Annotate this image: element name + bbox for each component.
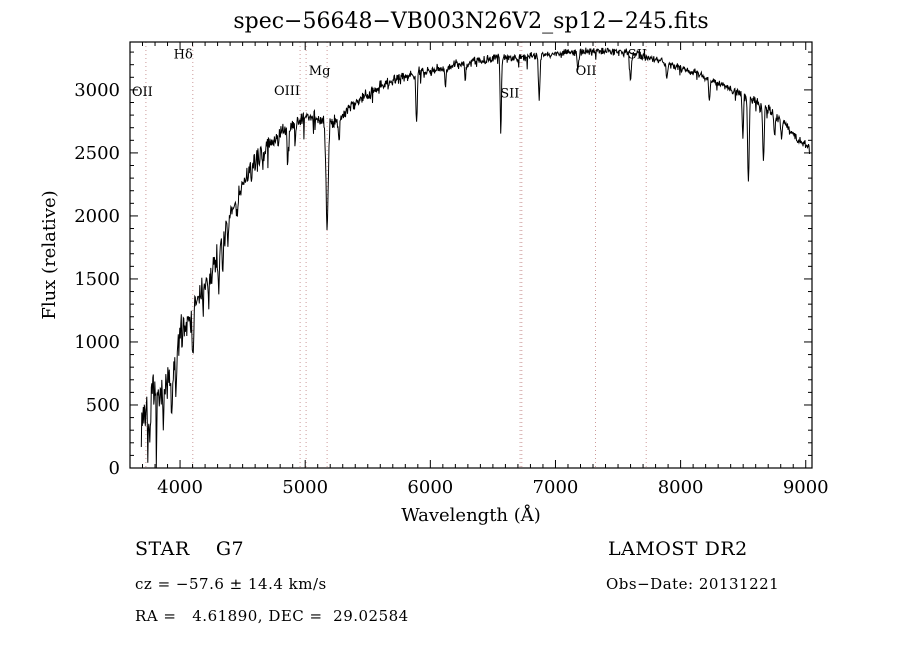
x-tick-label: 7000 [533,477,579,498]
y-axis-label: Flux (relative) [39,190,60,319]
spectral-line-label: SII [500,87,519,102]
x-tick-label: 5000 [282,477,328,498]
y-tick-label: 500 [86,395,120,416]
object-class-text: STAR G7 [135,538,245,560]
x-tick-label: 8000 [658,477,704,498]
y-tick-label: 3000 [74,80,120,101]
y-tick-label: 2000 [74,206,120,227]
x-tick-label: 4000 [157,477,203,498]
plot-title: spec−56648−VB003N26V2_sp12−245.fits [233,9,708,34]
coordinates-text: RA = 4.61890, DEC = 29.02584 [135,607,409,625]
spectral-line-label: OII [576,64,597,79]
y-tick-label: 2500 [74,143,120,164]
x-tick-label: 9000 [783,477,829,498]
cz-text: cz = −57.6 ± 14.4 km/s [135,575,327,593]
y-tick-label: 1500 [74,269,120,290]
spectral-line-label: OIII [274,84,300,99]
spectral-line-label: SII [628,47,647,62]
plot-dynamic-layer: 4000 5000 6000 7000 8000 9000 0 500 1000 1500 2000… [74,41,829,498]
x-tick-label: 6000 [407,477,453,498]
y-tick-label: 0 [109,458,120,479]
obs-date-text: Obs−Date: 20131221 [606,575,780,593]
spectral-line-label: Hδ [174,47,193,62]
spectrum-line [140,47,810,468]
spectral-line-label: OII [132,85,153,100]
survey-text: LAMOST DR2 [608,538,748,560]
plot-frame [129,41,813,469]
y-tick-label: 1000 [74,332,120,353]
spectral-line-label: Mg [309,64,331,79]
x-axis-label: Wavelength (Å) [401,504,541,526]
spectrum-plot: spec−56648−VB003N26V2_sp12−245.fits Wave… [39,9,829,526]
